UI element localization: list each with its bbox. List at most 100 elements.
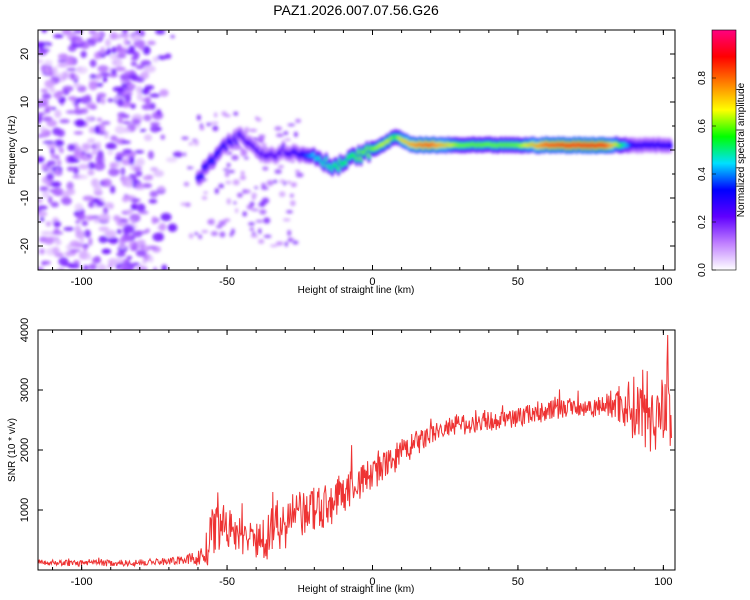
noise-blob [295,169,300,173]
noise-blob [62,85,74,92]
noise-blob [188,142,194,146]
noise-blob [93,184,102,193]
noise-blob [148,198,158,204]
noise-blob [130,247,137,252]
noise-blob [255,219,264,223]
spectrogram-x-tick-label: 0 [369,276,375,288]
noise-blob [109,32,118,40]
noise-blob [232,179,240,186]
noise-blob [283,131,289,136]
noise-blob [126,83,137,89]
noise-blob [141,87,150,95]
noise-blob [130,203,138,211]
snr-x-tick-label: 0 [369,576,375,588]
spectrogram-x-tick-label: 100 [654,276,672,288]
noise-blob [123,37,129,46]
noise-blob [262,166,269,171]
noise-blob [101,248,112,255]
noise-blob [91,256,102,264]
noise-blob [96,117,103,122]
snr-y-label: SNR (10 * v/v) [7,418,18,482]
noise-blob [227,151,233,155]
noise-blob [275,133,284,138]
colorbar-tick-label: 0.4 [697,167,708,181]
noise-blob [96,141,102,151]
noise-blob [289,193,294,198]
noise-blob [135,170,143,177]
noise-blob [156,108,162,116]
noise-blob [40,129,52,137]
spectrogram-x-label: Height of straight line (km) [298,285,415,296]
noise-blob [130,35,141,42]
noise-blob [38,112,46,116]
noise-blob [38,209,42,213]
noise-blob [38,134,42,139]
noise-blob [272,179,278,184]
noise-blob [63,226,75,231]
noise-blob [52,66,58,76]
noise-blob [143,65,156,73]
noise-blob [258,228,262,235]
spectrogram-y-tick-label: 10 [19,96,31,108]
noise-blob [46,119,58,127]
noise-blob [293,131,298,138]
noise-blob [235,207,239,214]
noise-blob [194,232,199,236]
noise-blob [135,64,145,70]
colorbar-frame [711,29,737,271]
noise-blob [111,46,116,55]
noise-blob [97,263,106,270]
noise-blob [135,183,144,188]
noise-blob [114,66,126,72]
noise-blob [121,140,131,144]
noise-blob [147,150,154,160]
noise-blob [117,115,123,124]
noise-blob [114,125,126,134]
noise-blob [83,265,89,270]
noise-blob [153,169,164,178]
noise-blob [193,139,199,146]
noise-blob [102,206,109,215]
noise-blob [104,130,109,140]
noise-blob [128,156,135,165]
snr-axes: -100 -50 0 50 100 1000 2000 3000 4000 [19,318,675,588]
noise-blob [251,192,257,199]
snr-x-tick-label: 100 [654,576,672,588]
noise-blob [143,114,152,122]
noise-blob [75,220,81,224]
noise-blob [94,161,106,171]
noise-blob [295,118,302,123]
noise-blob [41,30,48,33]
noise-blob [131,118,141,126]
noise-blob [106,47,111,56]
noise-blob [57,267,65,270]
noise-blob [233,201,237,205]
noise-blob [151,216,157,225]
noise-blob [110,163,118,168]
noise-blob [135,157,145,167]
noise-blob [69,249,82,253]
noise-blob [45,221,52,227]
noise-blob [136,92,143,101]
noise-blob [135,86,143,94]
noise-blob [122,148,133,154]
noise-blob [54,139,65,147]
noise-blob [152,267,158,270]
noise-blob [116,229,122,235]
noise-blob [210,121,214,126]
colorbar-label: Normalized spectral amplitude [736,82,747,217]
noise-blob [73,83,82,88]
noise-blob [67,143,76,152]
ridge-cell [199,173,205,178]
noise-blob [226,198,232,205]
noise-blob [259,209,267,215]
noise-blob [282,218,291,222]
noise-blob [58,257,69,266]
snr-frame [37,329,676,571]
noise-blob [39,248,45,255]
noise-blob [161,264,168,270]
noise-blob [117,43,122,50]
noise-blob [107,264,113,269]
noise-blob [107,98,114,103]
